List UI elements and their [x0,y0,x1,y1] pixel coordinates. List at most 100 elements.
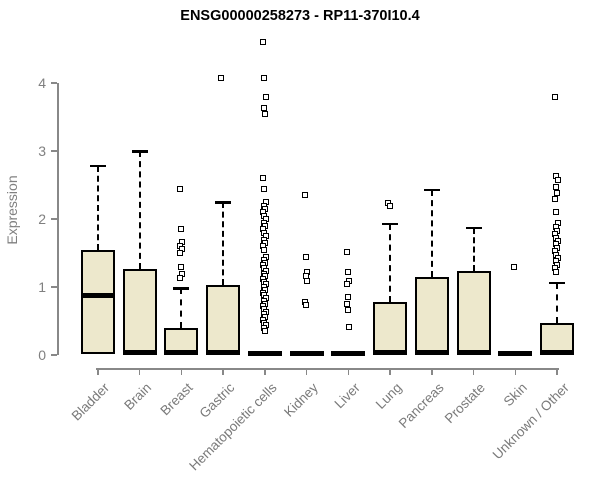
x-tick-label-brain: Brain [121,380,155,413]
whisker-prostate [472,227,475,272]
outlier-unknown-other [552,94,559,101]
outlier-unknown-other [553,208,560,215]
x-tick-label-pancreas: Pancreas [395,380,447,431]
x-tick-label-liver: Liver [331,380,363,412]
median-bladder [81,293,115,299]
median-hematopoietic-cells [247,351,282,357]
outlier-gastric [218,75,225,82]
y-axis-tick [51,82,57,84]
outlier-hematopoietic-cells [262,327,268,334]
x-axis-tick-liver [347,368,350,375]
outlier-kidney [303,278,310,285]
whisker-cap-breast [173,287,190,290]
outlier-hematopoietic-cells [261,185,268,192]
outlier-liver [343,300,350,307]
y-tick-label-1: 1 [38,279,46,295]
whisker-cap-unknown-other [548,281,565,285]
box-gastric [206,284,241,354]
x-axis-tick-pancreas [431,368,433,375]
outlier-lung [386,202,393,209]
outlier-skin [510,264,517,271]
x-tick-label-breast: Breast [157,380,197,419]
median-liver [331,351,366,357]
outlier-unknown-other [554,176,561,183]
outlier-liver [344,269,351,276]
outlier-unknown-other [554,189,561,196]
x-axis-tick-brain [138,368,141,375]
outlier-hematopoietic-cells [262,111,268,118]
median-prostate [456,350,491,356]
y-axis-line [57,83,59,355]
y-tick-label-2: 2 [38,211,46,227]
x-axis-tick-hematopoietic-cells [264,368,266,375]
outlier-breast [177,226,184,233]
x-tick-label-unknown-other: Unknown / Other [489,380,572,463]
outlier-hematopoietic-cells [260,38,267,45]
median-gastric [206,350,241,356]
outlier-hematopoietic-cells [260,105,267,112]
outlier-unknown-other [553,268,560,275]
median-lung [373,350,408,356]
outlier-hematopoietic-cells [262,94,269,101]
outlier-breast [176,249,183,256]
outlier-breast [177,275,184,282]
median-brain [122,350,157,356]
whisker-cap-lung [382,222,399,226]
whisker-lung [389,223,392,302]
median-pancreas [414,350,449,356]
outlier-liver [344,280,351,287]
outlier-breast [176,186,183,193]
median-kidney [289,351,324,357]
x-axis-tick-skin [514,368,517,375]
outlier-liver [345,293,352,300]
whisker-pancreas [430,189,433,278]
whisker-cap-brain [131,150,148,153]
y-axis-tick [51,354,57,356]
y-tick-label-0: 0 [38,347,46,363]
box-lung [373,301,408,354]
y-axis-tick [51,218,57,220]
x-axis-tick-unknown-other [556,368,558,375]
whisker-breast [180,288,183,328]
whisker-gastric [222,202,225,285]
outlier-breast [177,263,184,270]
whisker-cap-gastric [215,201,232,204]
x-tick-label-prostate: Prostate [441,380,489,427]
x-axis-tick-gastric [222,368,224,375]
outlier-unknown-other [552,196,559,203]
outlier-kidney [301,191,308,198]
whisker-cap-pancreas [423,188,440,192]
x-tick-label-lung: Lung [372,380,405,412]
whisker-bladder [97,165,99,250]
outlier-liver [343,248,350,255]
x-tick-label-skin: Skin [500,380,530,410]
outlier-hematopoietic-cells [261,75,268,82]
box-unknown-other [539,323,574,354]
median-skin [498,351,533,357]
outlier-kidney [303,301,310,308]
box-pancreas [414,277,449,354]
x-tick-label-kidney: Kidney [281,380,322,420]
y-axis-tick [51,286,57,288]
x-axis-tick-bladder [97,368,99,375]
outlier-liver [344,306,351,313]
chart-title: ENSG00000258273 - RP11-370I10.4 [180,8,420,24]
box-prostate [456,271,491,354]
x-axis-tick-breast [180,368,183,375]
outlier-liver [346,323,353,330]
y-axis-tick [51,150,57,152]
median-unknown-other [539,350,574,356]
whisker-cap-prostate [465,226,482,230]
outlier-hematopoietic-cells [260,174,267,181]
outlier-hematopoietic-cells [261,246,268,253]
x-tick-label-bladder: Bladder [69,380,113,424]
box-brain [122,269,157,354]
x-axis-line [96,368,559,370]
outlier-kidney [303,254,310,261]
x-axis-tick-kidney [305,368,308,375]
median-breast [164,350,199,356]
whisker-cap-bladder [90,164,106,168]
y-axis-label: Expression [4,175,20,245]
y-tick-label-4: 4 [38,75,46,91]
